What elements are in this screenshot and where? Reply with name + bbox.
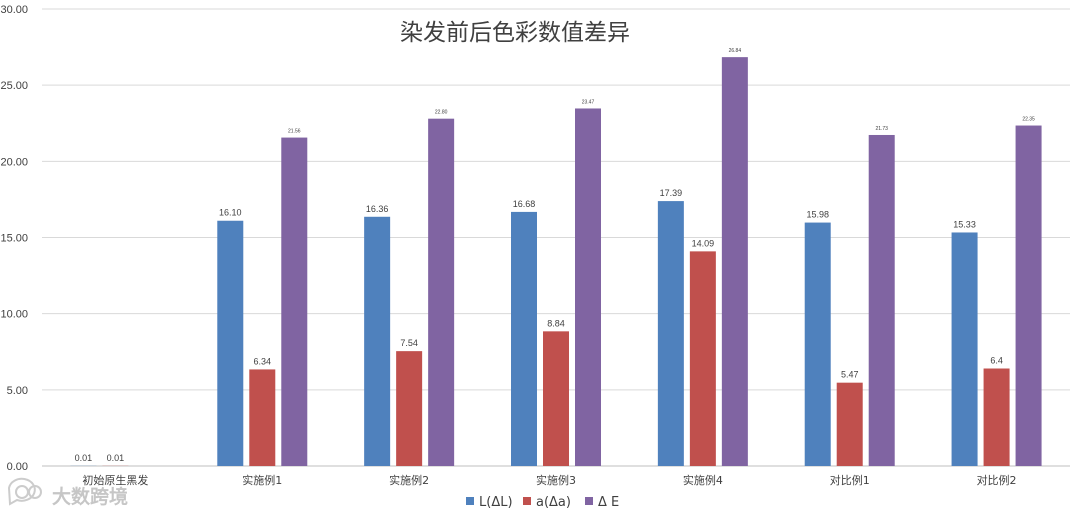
gridlines (42, 8, 1070, 467)
bar-2-1 (281, 137, 308, 466)
y-axis: 0.00 5.00 10.00 15.00 20.00 25.00 30.00 (0, 4, 28, 473)
data-label-0-4: 17.39 (660, 188, 683, 198)
data-label-0-5: 15.98 (806, 210, 829, 220)
bar-1-2 (396, 351, 423, 466)
data-label-1-6: 6.4 (990, 356, 1003, 366)
y-tick-label: 5.00 (7, 385, 28, 397)
y-tick-label: 20.00 (0, 156, 28, 168)
data-label-2-3: 23.47 (582, 99, 595, 105)
category-label: 对比例2 (977, 473, 1017, 487)
bar-2-3 (575, 108, 601, 466)
data-label-0-0: 0.01 (75, 453, 93, 463)
data-labels: 0.01 0.01 16.10 6.34 21.56 16.36 7.54 22.80 16.6… (75, 48, 1035, 463)
bar-0-6 (951, 232, 978, 466)
bar-2-4 (721, 57, 748, 467)
legend: L(ΔL) a(Δa) Δ E (466, 495, 619, 510)
data-label-2-1: 21.56 (288, 129, 301, 135)
data-label-2-5: 21.73 (875, 126, 888, 132)
category-label: 实施例1 (242, 473, 282, 487)
category-label: 对比例1 (830, 473, 870, 487)
category-label: 初始原生黑发 (82, 473, 148, 487)
bar-0-5 (804, 222, 831, 466)
category-label: 实施例2 (389, 473, 429, 487)
y-tick-label: 15.00 (0, 233, 28, 245)
bar-0-4 (657, 201, 684, 466)
legend-label-1: a(Δa) (536, 495, 571, 510)
data-label-1-0: 0.01 (107, 453, 125, 463)
data-label-2-2: 22.80 (435, 110, 448, 116)
data-label-1-4: 14.09 (692, 238, 715, 248)
bar-1-3 (543, 331, 569, 466)
bar-1-6 (983, 368, 1010, 466)
data-label-0-2: 16.36 (366, 204, 389, 214)
bar-1-1 (249, 369, 276, 466)
bar-1-4 (689, 251, 716, 466)
bar-0-1 (217, 220, 244, 466)
category-label: 实施例4 (683, 473, 723, 487)
bar-0-2 (364, 216, 391, 466)
watermark: 大数跨境 (7, 477, 128, 508)
y-tick-label: 30.00 (0, 4, 28, 16)
bar-2-6 (1015, 125, 1042, 466)
bar-2-5 (868, 134, 895, 466)
data-label-2-4: 26.84 (729, 48, 742, 54)
y-tick-label: 25.00 (0, 80, 28, 92)
legend-label-2: Δ E (598, 495, 619, 510)
legend-swatch-1 (523, 497, 531, 505)
bars (70, 57, 1042, 467)
data-label-0-1: 16.10 (219, 208, 242, 218)
data-label-0-6: 15.33 (953, 219, 976, 229)
y-tick-label: 10.00 (0, 309, 28, 321)
y-tick-label: 0.00 (7, 461, 28, 473)
watermark-text: 大数跨境 (52, 485, 128, 508)
chart-title: 染发前后色彩数值差异 (400, 20, 630, 46)
legend-swatch-2 (585, 497, 593, 505)
legend-label-0: L(ΔL) (479, 495, 513, 510)
data-label-2-6: 22.35 (1022, 117, 1035, 123)
speech-bubble-icon (7, 477, 42, 506)
data-label-1-2: 7.54 (400, 338, 418, 348)
bar-1-5 (836, 382, 863, 466)
data-label-1-3: 8.84 (547, 318, 565, 328)
data-label-0-3: 16.68 (513, 199, 536, 209)
x-axis: 初始原生黑发 实施例1 实施例2 实施例3 实施例4 对比例1 对比例2 (82, 473, 1016, 487)
category-label: 实施例3 (536, 473, 576, 487)
bar-2-2 (428, 118, 455, 467)
bar-0-3 (511, 211, 537, 466)
data-label-1-1: 6.34 (254, 356, 272, 366)
legend-swatch-0 (466, 497, 474, 505)
data-label-1-5: 5.47 (841, 370, 859, 380)
